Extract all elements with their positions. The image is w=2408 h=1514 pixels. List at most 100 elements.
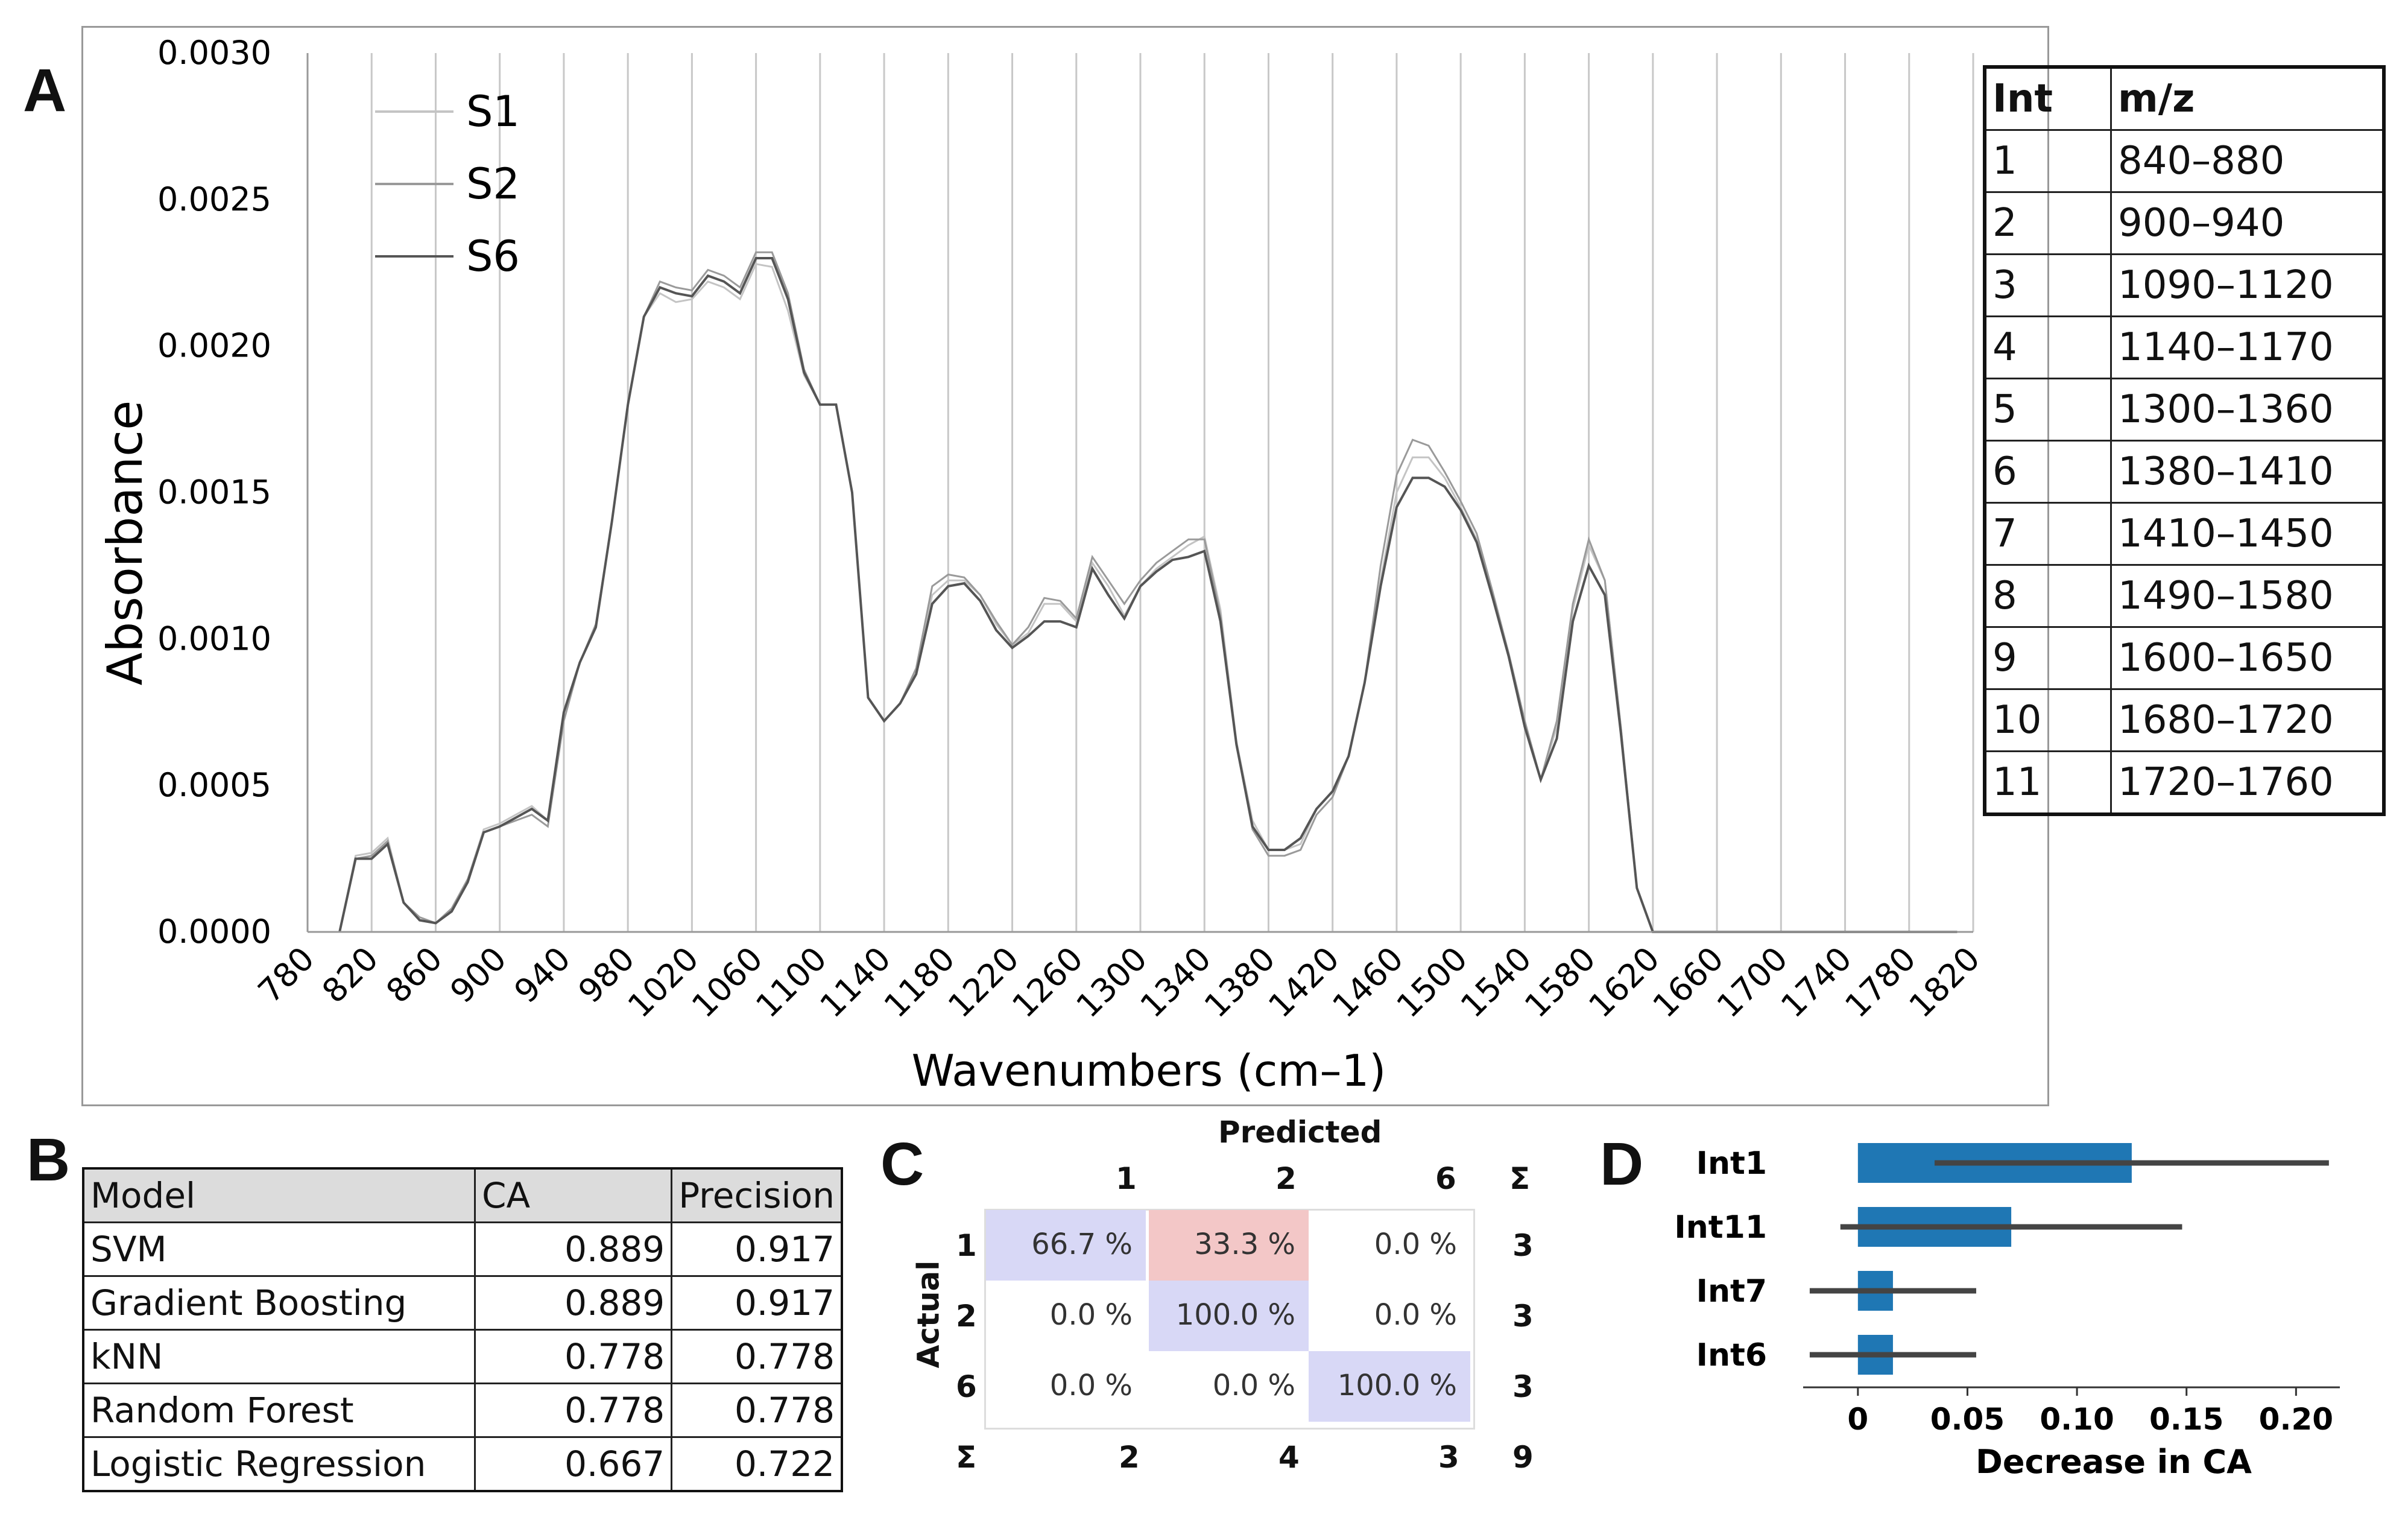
model-precision: 0.722 (671, 1436, 843, 1492)
interval-id: 7 (1983, 502, 2112, 566)
model-ca: 0.778 (473, 1329, 673, 1384)
model-name: kNN (82, 1329, 476, 1384)
model-name: Gradient Boosting (82, 1275, 476, 1331)
interval-row: 6 1380–1410 (1983, 440, 2385, 504)
cm-cell: 100.0 % (1309, 1351, 1470, 1422)
importance-x-tick-label: 0.15 (2149, 1402, 2223, 1437)
legend: S1 S2 S6 (375, 87, 520, 281)
interval-header-int: Int (1983, 66, 2112, 131)
model-header-ca: CA (473, 1167, 673, 1223)
model-ca: 0.889 (473, 1275, 673, 1331)
interval-row: 10 1680–1720 (1983, 688, 2385, 752)
importance-category-label: Int1 (1696, 1145, 1767, 1182)
cm-cell: 0.0 % (1049, 1369, 1133, 1402)
interval-row: 9 1600–1650 (1983, 626, 2385, 690)
model-precision: 0.778 (671, 1383, 843, 1438)
interval-table: Int m/z 1 840–880 2 900–940 3 1090–1120 4 1140–… (1983, 65, 2386, 816)
cm-cell: 33.3 % (1149, 1210, 1309, 1281)
importance-bars: Int1 Int11 Int7 Int6 (1674, 1143, 2329, 1375)
interval-range: 1090–1120 (2110, 253, 2385, 317)
importance-x-tick-label: 0.10 (2040, 1402, 2114, 1437)
interval-id: 1 (1983, 129, 2112, 193)
cm-row-sum: 3 (1512, 1299, 1534, 1334)
cm-col-sum: 2 (1119, 1440, 1140, 1475)
interval-range: 1720–1760 (2110, 750, 2385, 816)
y-axis-title: Absorbance (97, 401, 153, 686)
y-tick-label: 0.0020 (157, 327, 271, 365)
interval-id: 11 (1983, 750, 2112, 816)
importance-x-tick-label: 0.05 (1930, 1402, 2005, 1437)
cm-cell: 0.0 % (1374, 1298, 1457, 1332)
cm-col-sum: 9 (1512, 1440, 1534, 1475)
interval-range: 840–880 (2110, 129, 2385, 193)
interval-row: 5 1300–1360 (1983, 378, 2385, 442)
x-axis-title: Wavenumbers (cm–1) (912, 1045, 1386, 1096)
interval-row: 11 1720–1760 (1983, 750, 2385, 816)
model-ca: 0.889 (473, 1221, 673, 1277)
interval-range: 1140–1170 (2110, 315, 2385, 379)
model-name: SVM (82, 1221, 476, 1277)
cm-grid-border (984, 1209, 1475, 1430)
cm-col-label: Σ (1509, 1161, 1531, 1196)
cm-cell: 0.0 % (1374, 1227, 1457, 1261)
legend-label-s1: S1 (466, 87, 520, 136)
interval-range: 1300–1360 (2110, 378, 2385, 442)
model-header-row: Model CA Precision (82, 1167, 843, 1223)
interval-id: 6 (1983, 440, 2112, 504)
cm-row-sum: 3 (1512, 1228, 1534, 1263)
cm-col-label: 1 (1116, 1161, 1137, 1196)
model-name: Logistic Regression (82, 1436, 476, 1492)
panel-letter-b: B (27, 1126, 71, 1194)
model-row: kNN 0.778 0.778 (82, 1329, 843, 1384)
cm-cell: 66.7 % (986, 1210, 1146, 1281)
importance-category-label: Int7 (1696, 1273, 1767, 1310)
cm-col-sum: 3 (1438, 1440, 1459, 1475)
importance-axis: 0 0.05 0.10 0.15 0.20 (1803, 1386, 2340, 1437)
importance-x-tick-label: 0.20 (2259, 1402, 2333, 1437)
interval-row: 7 1410–1450 (1983, 502, 2385, 566)
model-precision: 0.917 (671, 1221, 843, 1277)
y-tick-label: 0.0005 (157, 766, 271, 804)
importance-x-title: Decrease in CA (1976, 1443, 2252, 1481)
cm-col-label: 2 (1275, 1161, 1297, 1196)
interval-id: 5 (1983, 378, 2112, 442)
y-tick-label: 0.0030 (157, 34, 271, 72)
model-row: Logistic Regression 0.667 0.722 (82, 1436, 843, 1492)
model-name: Random Forest (82, 1383, 476, 1438)
y-tick-label: 0.0000 (157, 913, 271, 951)
interval-row: 1 840–880 (1983, 129, 2385, 193)
cm-predicted-title: Predicted (1218, 1115, 1382, 1150)
interval-range: 1490–1580 (2110, 564, 2385, 628)
cm-cell: 0.0 % (1049, 1298, 1133, 1332)
cm-row-sum: 3 (1512, 1369, 1534, 1404)
interval-header-mz: m/z (2110, 66, 2385, 131)
model-header-precision: Precision (671, 1167, 843, 1223)
y-tick-label: 0.0010 (157, 619, 271, 657)
interval-row: 3 1090–1120 (1983, 253, 2385, 317)
cm-row-label: 1 (956, 1228, 977, 1263)
importance-x-tick-label: 0 (1847, 1402, 1868, 1437)
cm-cell: 100.0 % (1149, 1281, 1309, 1351)
model-precision: 0.917 (671, 1275, 843, 1331)
interval-range: 900–940 (2110, 191, 2385, 255)
legend-label-s6: S6 (466, 232, 520, 281)
cm-row-label: 2 (956, 1299, 977, 1334)
interval-header-row: Int m/z (1983, 66, 2385, 131)
interval-range: 1380–1410 (2110, 440, 2385, 504)
legend-label-s2: S2 (466, 159, 520, 209)
model-table: Model CA Precision SVM 0.889 0.917 Gradient… (82, 1167, 843, 1492)
interval-row: 4 1140–1170 (1983, 315, 2385, 379)
interval-range: 1680–1720 (2110, 688, 2385, 752)
interval-id: 3 (1983, 253, 2112, 317)
cm-col-label: 6 (1435, 1161, 1456, 1196)
interval-range: 1600–1650 (2110, 626, 2385, 690)
model-header-model: Model (82, 1167, 476, 1223)
model-row: Random Forest 0.778 0.778 (82, 1383, 843, 1438)
model-ca: 0.667 (473, 1436, 673, 1492)
cm-row-label: Σ (956, 1440, 977, 1475)
interval-row: 2 900–940 (1983, 191, 2385, 255)
interval-id: 10 (1983, 688, 2112, 752)
interval-range: 1410–1450 (2110, 502, 2385, 566)
